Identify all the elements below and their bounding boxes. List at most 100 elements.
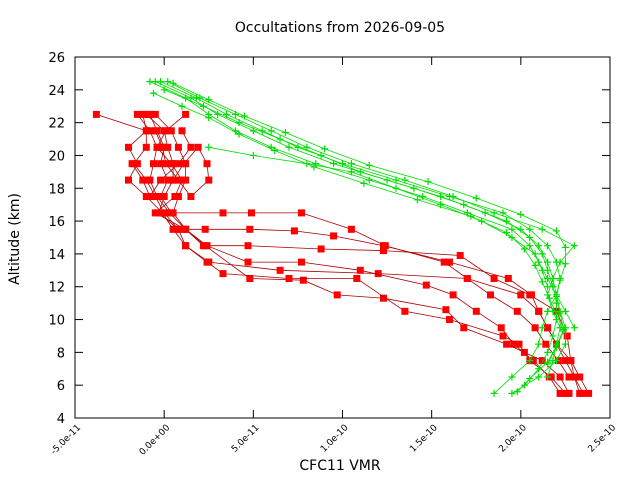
x-tick-label: 2.0e-10 (497, 423, 529, 455)
chart-title: Occultations from 2026-09-05 (235, 20, 445, 36)
green-plus-point (531, 250, 539, 258)
green-plus-point (214, 110, 222, 118)
green-plus-point (513, 388, 521, 396)
red-square-point (535, 307, 543, 315)
red-series-layer (92, 110, 593, 397)
green-plus-point (520, 381, 528, 389)
green-plus-point (508, 234, 516, 241)
red-square-point (472, 307, 480, 315)
red-square-point (544, 324, 552, 332)
green-plus-point (424, 178, 432, 186)
red-square-point (442, 306, 450, 314)
red-square-point (167, 127, 175, 135)
green-plus-point (561, 340, 569, 348)
green-plus-point (419, 192, 427, 200)
x-axis-label: CFC11 VMR (299, 458, 381, 474)
red-square-point (556, 373, 564, 381)
red-square-point (174, 143, 182, 151)
green-plus-point (556, 258, 564, 266)
red-square-point (201, 242, 209, 250)
green-plus-point (503, 217, 511, 225)
green-plus-point (149, 89, 157, 97)
red-profile-line (96, 114, 584, 394)
green-plus-point (178, 102, 186, 110)
green-plus-point (413, 196, 421, 204)
red-square-point (515, 340, 523, 348)
red-square-point (246, 275, 254, 282)
green-plus-point (570, 242, 578, 250)
red-square-point (576, 373, 584, 381)
green-plus-point (267, 143, 275, 151)
red-square-point (157, 193, 165, 200)
red-square-point (347, 225, 355, 233)
green-profile-line (153, 92, 565, 365)
red-square-point (182, 225, 190, 233)
red-square-point (153, 143, 161, 151)
green-plus-point (169, 79, 177, 87)
red-square-point (169, 225, 177, 233)
green-plus-point (205, 114, 213, 122)
red-square-point (125, 143, 132, 151)
green-plus-point (365, 161, 373, 169)
red-square-point (576, 389, 584, 397)
red-square-point (244, 242, 252, 250)
green-plus-point (499, 209, 507, 217)
red-square-point (219, 209, 227, 217)
red-square-point (194, 143, 202, 151)
green-plus-point (526, 375, 534, 383)
green-plus-point (531, 261, 539, 269)
green-profile (160, 86, 560, 389)
red-square-point (561, 357, 569, 365)
y-tick-label: 18 (48, 182, 65, 197)
green-plus-point (553, 293, 560, 301)
green-plus-point (526, 242, 534, 250)
green-plus-point (553, 342, 560, 350)
green-plus-point (490, 209, 498, 217)
red-square-point (158, 143, 166, 151)
red-profile (142, 110, 569, 397)
red-square-point (497, 324, 505, 332)
green-plus-point (276, 135, 284, 143)
green-plus-point (310, 163, 318, 171)
red-square-point (547, 373, 555, 381)
red-square-point (128, 160, 136, 168)
x-tick-label: -5.0e-11 (49, 423, 83, 457)
red-square-point (299, 276, 307, 284)
red-profile (151, 127, 213, 200)
green-plus-point (553, 299, 560, 307)
green-profile (169, 79, 569, 396)
red-square-point (570, 373, 578, 381)
x-tick-label: 0.0e+00 (138, 423, 173, 458)
red-square-point (142, 143, 150, 151)
red-profile-line (133, 114, 581, 394)
red-square-point (380, 294, 387, 302)
green-plus-point (556, 276, 564, 284)
green-plus-point (570, 324, 578, 332)
red-square-point (178, 176, 186, 184)
green-plus-point (401, 176, 409, 184)
red-square-point (356, 266, 364, 274)
red-square-point (380, 247, 387, 255)
green-plus-point (460, 201, 468, 209)
red-square-point (487, 291, 494, 299)
green-plus-point (235, 119, 243, 127)
red-profile (151, 110, 573, 397)
green-plus-point (392, 184, 400, 192)
green-series-layer (146, 78, 578, 397)
green-plus-point (560, 325, 568, 333)
green-plus-point (538, 250, 546, 258)
red-square-point (139, 176, 147, 184)
red-square-point (246, 225, 254, 233)
red-square-point (499, 332, 507, 340)
red-square-point (164, 176, 172, 184)
red-square-point (174, 225, 182, 233)
green-plus-point (410, 184, 418, 192)
green-plus-point (538, 278, 546, 286)
red-square-point (567, 357, 575, 365)
green-plus-point (347, 160, 355, 168)
red-square-point (561, 389, 569, 397)
green-plus-point (478, 217, 486, 225)
red-square-point (531, 324, 539, 332)
red-square-point (174, 176, 182, 184)
y-tick-label: 12 (48, 281, 65, 296)
